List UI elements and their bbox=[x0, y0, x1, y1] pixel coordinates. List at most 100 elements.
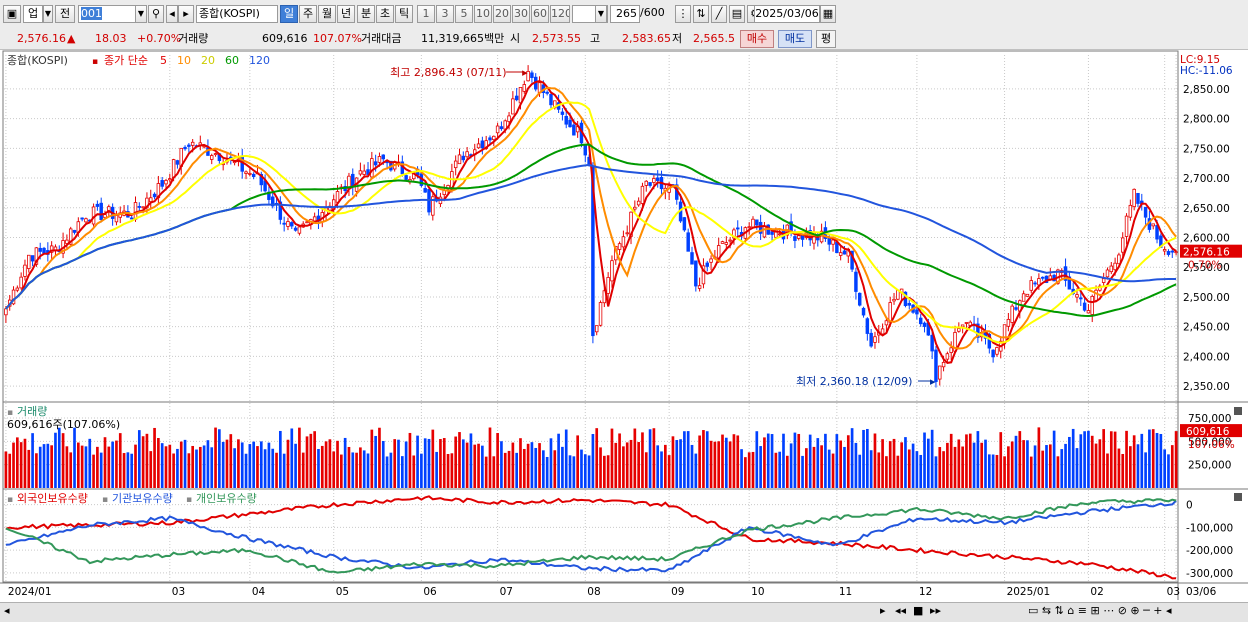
volume-bar bbox=[526, 443, 530, 488]
price-tick-label: 2,700.00 bbox=[1183, 173, 1230, 185]
volume-bar bbox=[824, 433, 827, 488]
x-axis-label: 08 bbox=[587, 586, 600, 598]
sell-button[interactable]: 매도 bbox=[778, 30, 812, 48]
volume-bar bbox=[976, 431, 980, 488]
unit-dropdown-icon[interactable]: ▼ bbox=[595, 5, 607, 23]
price-tick-label: 2,500.00 bbox=[1183, 292, 1230, 304]
volume-bar bbox=[118, 433, 122, 488]
scroll-right-icon[interactable]: ▸ bbox=[880, 604, 886, 617]
tab-day[interactable]: 일 bbox=[280, 5, 298, 23]
volume-bar bbox=[404, 441, 408, 488]
candle-body bbox=[842, 250, 847, 255]
x-axis-label: 04 bbox=[252, 586, 266, 598]
tab-year[interactable]: 년 bbox=[337, 5, 355, 23]
unit-20[interactable]: 20 bbox=[493, 5, 511, 23]
market-dropdown-icon[interactable]: ▼ bbox=[43, 5, 53, 23]
volume-bar bbox=[38, 446, 42, 488]
volume-bar bbox=[1109, 431, 1113, 488]
volume-bar bbox=[782, 433, 785, 488]
volume-bar bbox=[157, 437, 160, 488]
candle-body bbox=[907, 302, 912, 306]
volume-bar bbox=[587, 455, 591, 488]
price-tick-label: 2,750.00 bbox=[1183, 143, 1230, 155]
unit-60[interactable]: 60 bbox=[531, 5, 549, 23]
scroll-left-icon[interactable]: ◂ bbox=[4, 604, 10, 617]
volume-bar bbox=[210, 447, 214, 488]
volume-bar bbox=[820, 445, 823, 488]
volume-bar bbox=[107, 446, 111, 488]
tab-week[interactable]: 주 bbox=[299, 5, 317, 23]
tab-second[interactable]: 초 bbox=[376, 5, 394, 23]
save-icon[interactable]: ▤ bbox=[729, 5, 745, 23]
price-tick-label: 2,650.00 bbox=[1183, 203, 1230, 215]
code-dropdown-icon[interactable]: ▼ bbox=[135, 5, 147, 23]
x-axis-label: 03 bbox=[1167, 586, 1180, 598]
chart-area[interactable]: 종합(KOSPI) ▪ 종가 단순 5 10 20 60 120 2,350.00 2,400.0… bbox=[0, 50, 1248, 603]
unit-30[interactable]: 30 bbox=[512, 5, 530, 23]
candle-body bbox=[522, 84, 527, 92]
tab-tick[interactable]: 틱 bbox=[395, 5, 413, 23]
unit-1[interactable]: 1 bbox=[417, 5, 435, 23]
count-input[interactable]: 265 bbox=[610, 5, 640, 23]
zoom-controls[interactable]: ▭ ⇆ ⇅ ⌂ ≡ ⊞ ⋯ ⊘ ⊕ ─ + ◂ bbox=[1028, 604, 1172, 617]
candle-body bbox=[701, 265, 706, 285]
buy-button[interactable]: 매수 bbox=[740, 30, 774, 48]
first-page-icon[interactable]: ◂◂ bbox=[895, 604, 907, 617]
volume-bar bbox=[561, 446, 564, 488]
speaker-icon[interactable]: ◂ bbox=[166, 5, 178, 23]
volume-bar bbox=[839, 440, 842, 488]
search-icon[interactable]: ⚲ bbox=[148, 5, 164, 23]
candle-body bbox=[30, 255, 35, 262]
volume-bar bbox=[446, 453, 450, 488]
chart-icon[interactable]: ▣ bbox=[3, 5, 21, 23]
draw-icon[interactable]: ╱ bbox=[711, 5, 727, 23]
volume-bar bbox=[805, 448, 808, 488]
compare-icon[interactable]: ⇅ bbox=[693, 5, 709, 23]
candle-body bbox=[1090, 295, 1094, 315]
date-input[interactable]: 2025/03/06 bbox=[754, 5, 820, 23]
legend-prefix: 종가 단순 bbox=[104, 54, 148, 67]
volume-bar bbox=[50, 445, 53, 488]
market-select[interactable]: 업 bbox=[23, 5, 43, 23]
unit-10[interactable]: 10 bbox=[474, 5, 492, 23]
candle-body bbox=[949, 347, 953, 353]
calendar-icon[interactable]: ▦ bbox=[820, 5, 836, 23]
volume-bar bbox=[431, 429, 435, 488]
last-page-icon[interactable]: ▸▸ bbox=[930, 604, 942, 617]
candle-body bbox=[564, 115, 568, 125]
candle-body bbox=[861, 307, 866, 316]
candle-body bbox=[137, 206, 142, 208]
prev-button[interactable]: 전 bbox=[55, 5, 75, 23]
legend-ma-10: 10 bbox=[177, 54, 191, 67]
volume-bar bbox=[187, 453, 191, 488]
tab-month[interactable]: 월 bbox=[318, 5, 336, 23]
code-input[interactable]: 001 bbox=[78, 5, 136, 23]
volume-label: 거래량 bbox=[178, 32, 209, 45]
candle-body bbox=[190, 141, 195, 146]
unit-3[interactable]: 3 bbox=[436, 5, 454, 23]
volume-bar bbox=[294, 443, 297, 488]
unit-5[interactable]: 5 bbox=[455, 5, 473, 23]
chart-svg[interactable]: 종합(KOSPI) ▪ 종가 단순 5 10 20 60 1202,350.002,400.0… bbox=[0, 50, 1248, 603]
indicator-icon[interactable]: ⋮ bbox=[675, 5, 691, 23]
eval-button[interactable]: 평 bbox=[816, 30, 836, 48]
flow-tick-label: 0 bbox=[1186, 500, 1193, 512]
candle-body bbox=[770, 231, 774, 235]
volume-bar bbox=[8, 453, 12, 488]
candle-body bbox=[358, 170, 363, 175]
volume-bar bbox=[1163, 449, 1166, 488]
candle-body bbox=[1151, 223, 1155, 227]
volume-bar bbox=[816, 438, 820, 488]
tab-minute[interactable]: 분 bbox=[357, 5, 375, 23]
volume-bar bbox=[450, 453, 454, 488]
stop-icon[interactable]: ■ bbox=[913, 604, 924, 617]
candle-body bbox=[370, 158, 374, 178]
unit-120[interactable]: 120 bbox=[550, 5, 570, 23]
volume-bar bbox=[622, 446, 625, 488]
volume-bar bbox=[717, 441, 721, 488]
volume-bar bbox=[625, 442, 629, 488]
volume-bar bbox=[972, 442, 976, 488]
link-icon[interactable]: ▸ bbox=[178, 5, 194, 23]
moving-averages bbox=[5, 79, 1177, 364]
info-bar: 2,576.16 ▲ 18.03 +0.70% 거래량 609,616 107.… bbox=[0, 29, 1248, 50]
